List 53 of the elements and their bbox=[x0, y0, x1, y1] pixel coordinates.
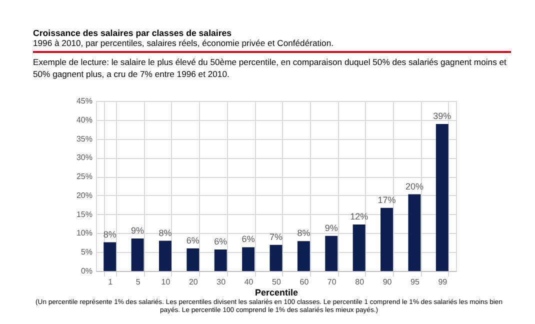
x-tick-label: 70 bbox=[327, 278, 337, 286]
bar bbox=[436, 124, 448, 271]
data-label: 20% bbox=[405, 181, 424, 192]
x-tick-label: 80 bbox=[355, 278, 365, 286]
data-label: 9% bbox=[131, 226, 144, 236]
bar bbox=[408, 194, 421, 271]
bar bbox=[159, 240, 172, 271]
bar bbox=[352, 224, 366, 271]
data-label: 6% bbox=[214, 236, 228, 246]
data-label: 8% bbox=[103, 229, 116, 240]
bar bbox=[242, 247, 255, 271]
y-tick-label: 25% bbox=[76, 172, 92, 182]
data-label: 12% bbox=[350, 212, 368, 222]
bar bbox=[104, 242, 116, 271]
text: Exemple de lecture: le salaire le plus élevé du 50ème percentile, en comparaison duquel 50% des salariés gagnent moins et 50% gagnent plus, a cru de 7% entre 1996 et 2010. bbox=[33, 56, 508, 80]
data-label: 6% bbox=[242, 234, 255, 244]
x-tick-label: 10 bbox=[161, 278, 171, 286]
bar bbox=[214, 249, 227, 271]
bar bbox=[297, 241, 310, 271]
data-label: 39% bbox=[433, 111, 452, 122]
y-tick-label: 40% bbox=[76, 115, 92, 124]
x-tick-label: 90 bbox=[382, 278, 392, 286]
y-tick-label: 45% bbox=[76, 96, 92, 106]
x-tick-label: 40 bbox=[244, 278, 254, 286]
data-label: 9% bbox=[324, 222, 338, 233]
x-tick-label: 20 bbox=[188, 278, 198, 286]
data-label: 6% bbox=[186, 235, 200, 246]
x-tick-label: 1 bbox=[108, 278, 114, 286]
y-tick-label: 30% bbox=[76, 153, 92, 162]
y-tick-label: 15% bbox=[76, 210, 92, 219]
bar bbox=[270, 244, 282, 271]
chart-subtitle: 1996 à 2010, par percentiles, salaires réels, économie privée et Confédération. bbox=[33, 38, 511, 53]
chart-title: Croissance des salaires par classes de salaires bbox=[33, 28, 233, 38]
y-tick-label: 20% bbox=[76, 190, 92, 200]
bar bbox=[380, 208, 393, 271]
data-label: 8% bbox=[297, 228, 310, 238]
bar bbox=[131, 238, 144, 271]
x-tick-label: 99 bbox=[438, 278, 448, 286]
x-tick-label: 30 bbox=[216, 278, 226, 286]
data-label: 8% bbox=[158, 228, 172, 238]
x-tick-label: 95 bbox=[410, 278, 420, 286]
data-label: 7% bbox=[269, 232, 283, 242]
y-tick-label: 35% bbox=[76, 134, 92, 144]
x-tick-label: 60 bbox=[300, 278, 310, 286]
bar bbox=[325, 236, 338, 271]
x-tick-label: 5 bbox=[136, 278, 141, 286]
y-tick-label: 5% bbox=[80, 248, 92, 257]
bar bbox=[186, 248, 200, 271]
data-label: 17% bbox=[378, 194, 396, 205]
y-tick-label: 0% bbox=[80, 266, 92, 276]
x-tick-label: 50 bbox=[272, 278, 282, 286]
x-axis-title: Percentile bbox=[254, 288, 298, 298]
y-tick-label: 10% bbox=[76, 228, 92, 238]
